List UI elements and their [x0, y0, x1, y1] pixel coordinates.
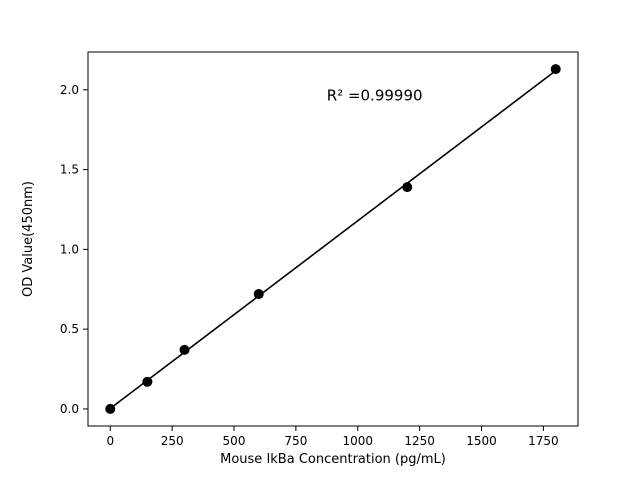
data-point — [179, 344, 190, 355]
y-tick-label: 1.0 — [60, 242, 79, 256]
x-tick-label: 1000 — [342, 434, 373, 448]
x-tick-label: 500 — [223, 434, 246, 448]
r-squared-annotation: R² =0.99990 — [327, 87, 423, 105]
axes-box — [87, 51, 579, 427]
data-point — [253, 289, 264, 300]
x-tick-label: 1250 — [404, 434, 435, 448]
fit-line — [109, 70, 557, 410]
x-tick-label: 750 — [284, 434, 307, 448]
x-tick-label: 250 — [161, 434, 184, 448]
y-axis-label: OD Value(450nm) — [21, 181, 36, 297]
data-point — [402, 182, 413, 193]
x-tick-label: 0 — [106, 434, 114, 448]
y-tick-label: 0.0 — [60, 402, 79, 416]
y-tick-label: 1.5 — [60, 163, 79, 177]
x-axis-label: Mouse IkBa Concentration (pg/mL) — [220, 452, 446, 467]
y-tick-label: 0.5 — [60, 322, 79, 336]
y-tick-label: 2.0 — [60, 83, 79, 97]
data-point — [105, 403, 116, 414]
data-point — [142, 376, 153, 387]
x-tick-label: 1500 — [466, 434, 497, 448]
x-tick-label: 1750 — [528, 434, 559, 448]
data-point — [550, 64, 561, 75]
